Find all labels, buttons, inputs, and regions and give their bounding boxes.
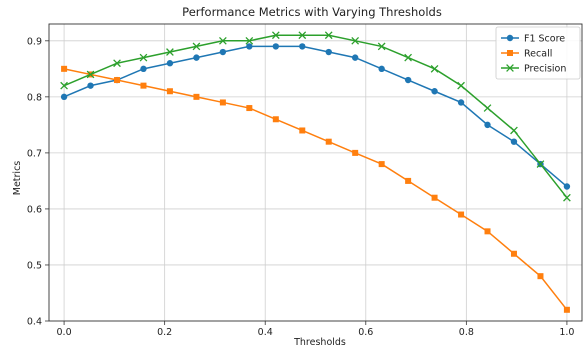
precision-point xyxy=(271,31,280,40)
f1-score-point xyxy=(246,43,253,50)
y-tick-label: 0.9 xyxy=(27,36,42,47)
plot-frame xyxy=(48,23,583,322)
precision-point xyxy=(166,48,174,56)
precision-point xyxy=(219,36,227,45)
f1-score-point xyxy=(193,54,200,61)
precision-point xyxy=(139,53,148,62)
precision-point xyxy=(536,160,545,168)
precision-point xyxy=(404,53,412,62)
precision-point xyxy=(563,193,571,202)
precision-point xyxy=(324,31,333,40)
recall-point xyxy=(193,93,200,100)
series-layer xyxy=(60,31,571,313)
f1-score-point xyxy=(378,65,385,73)
f1-score-point xyxy=(351,54,359,61)
legend: F1 Score Recall Precision xyxy=(495,26,581,80)
legend-item-recall: Recall xyxy=(501,49,552,60)
recall-point xyxy=(299,127,306,134)
series-precision xyxy=(60,31,571,202)
f1-score-point xyxy=(325,48,332,56)
legend-box xyxy=(495,26,581,80)
chart-title: Performance Metrics with Varying Thresho… xyxy=(182,5,442,19)
f1-score-point xyxy=(510,138,518,145)
series-recall xyxy=(61,65,570,313)
x-tick-label: 0.2 xyxy=(157,327,172,338)
f1-score-point xyxy=(60,93,68,101)
recall-point xyxy=(431,194,438,201)
x-tick-label: 0.0 xyxy=(57,327,72,338)
f1-score-point xyxy=(87,82,94,89)
y-axis-ticks: 0.4 0.5 0.6 0.7 0.8 0.9 xyxy=(27,36,49,328)
legend-label: Recall xyxy=(524,49,552,60)
f1-score-point xyxy=(140,65,147,73)
y-tick-label: 0.6 xyxy=(27,204,42,215)
legend-marker xyxy=(506,34,514,42)
precision-point xyxy=(245,36,254,45)
recall-point xyxy=(272,116,279,123)
x-tick-label: 0.6 xyxy=(358,327,373,338)
f1-score-point xyxy=(404,76,412,84)
f1-score-point xyxy=(219,48,227,56)
recall-point xyxy=(114,77,121,84)
x-axis-ticks: 0.0 0.2 0.4 0.6 0.8 1.0 xyxy=(57,321,574,338)
recall-point xyxy=(405,177,412,184)
y-tick-label: 0.7 xyxy=(27,148,42,159)
f1-score-point xyxy=(272,43,280,50)
recall-point xyxy=(352,149,359,156)
legend-label: F1 Score xyxy=(524,34,565,45)
precision-point xyxy=(192,42,201,51)
precision-point xyxy=(510,126,518,135)
f1-score-point xyxy=(299,43,306,50)
recall-point xyxy=(458,211,465,218)
precision-point xyxy=(113,59,121,68)
recall-point xyxy=(219,99,226,106)
series-f1-score xyxy=(60,43,571,190)
precision-point xyxy=(483,104,492,112)
precision-point xyxy=(351,36,360,45)
legend-item-precision: Precision xyxy=(501,64,566,75)
recall-point xyxy=(166,88,173,95)
precision-point xyxy=(430,64,439,73)
x-tick-label: 0.8 xyxy=(459,327,474,338)
precision-line xyxy=(63,34,568,199)
recall-point xyxy=(140,82,147,89)
recall-point xyxy=(510,250,517,257)
y-tick-label: 0.5 xyxy=(27,260,42,271)
recall-point xyxy=(484,228,491,235)
recall-point xyxy=(537,273,544,280)
f1-score-point xyxy=(563,183,571,190)
precision-point xyxy=(377,42,386,51)
y-tick-label: 0.4 xyxy=(27,317,42,328)
recall-point xyxy=(61,65,68,72)
y-axis-label: Metrics xyxy=(12,161,23,196)
recall-point xyxy=(563,306,570,313)
precision-point xyxy=(60,81,68,90)
f1-score-point xyxy=(457,99,465,106)
x-tick-label: 0.4 xyxy=(258,327,273,338)
recall-point xyxy=(246,105,253,112)
legend-label: Precision xyxy=(524,64,566,75)
legend-item-f1-score: F1 Score xyxy=(501,34,565,45)
recall-line xyxy=(63,68,568,311)
x-tick-label: 1.0 xyxy=(559,327,574,338)
y-tick-label: 0.8 xyxy=(27,92,42,103)
precision-point xyxy=(86,70,95,79)
f1-score-point xyxy=(166,60,174,67)
f1-score-point xyxy=(431,88,438,95)
legend-marker xyxy=(506,64,514,72)
legend-marker xyxy=(507,50,513,56)
recall-point xyxy=(325,138,332,145)
recall-point xyxy=(378,161,385,168)
f1-score-line xyxy=(63,45,568,188)
precision-point xyxy=(457,81,465,90)
f1-score-point xyxy=(484,121,491,129)
precision-point xyxy=(298,31,307,40)
x-axis-label: Thresholds xyxy=(293,337,346,348)
